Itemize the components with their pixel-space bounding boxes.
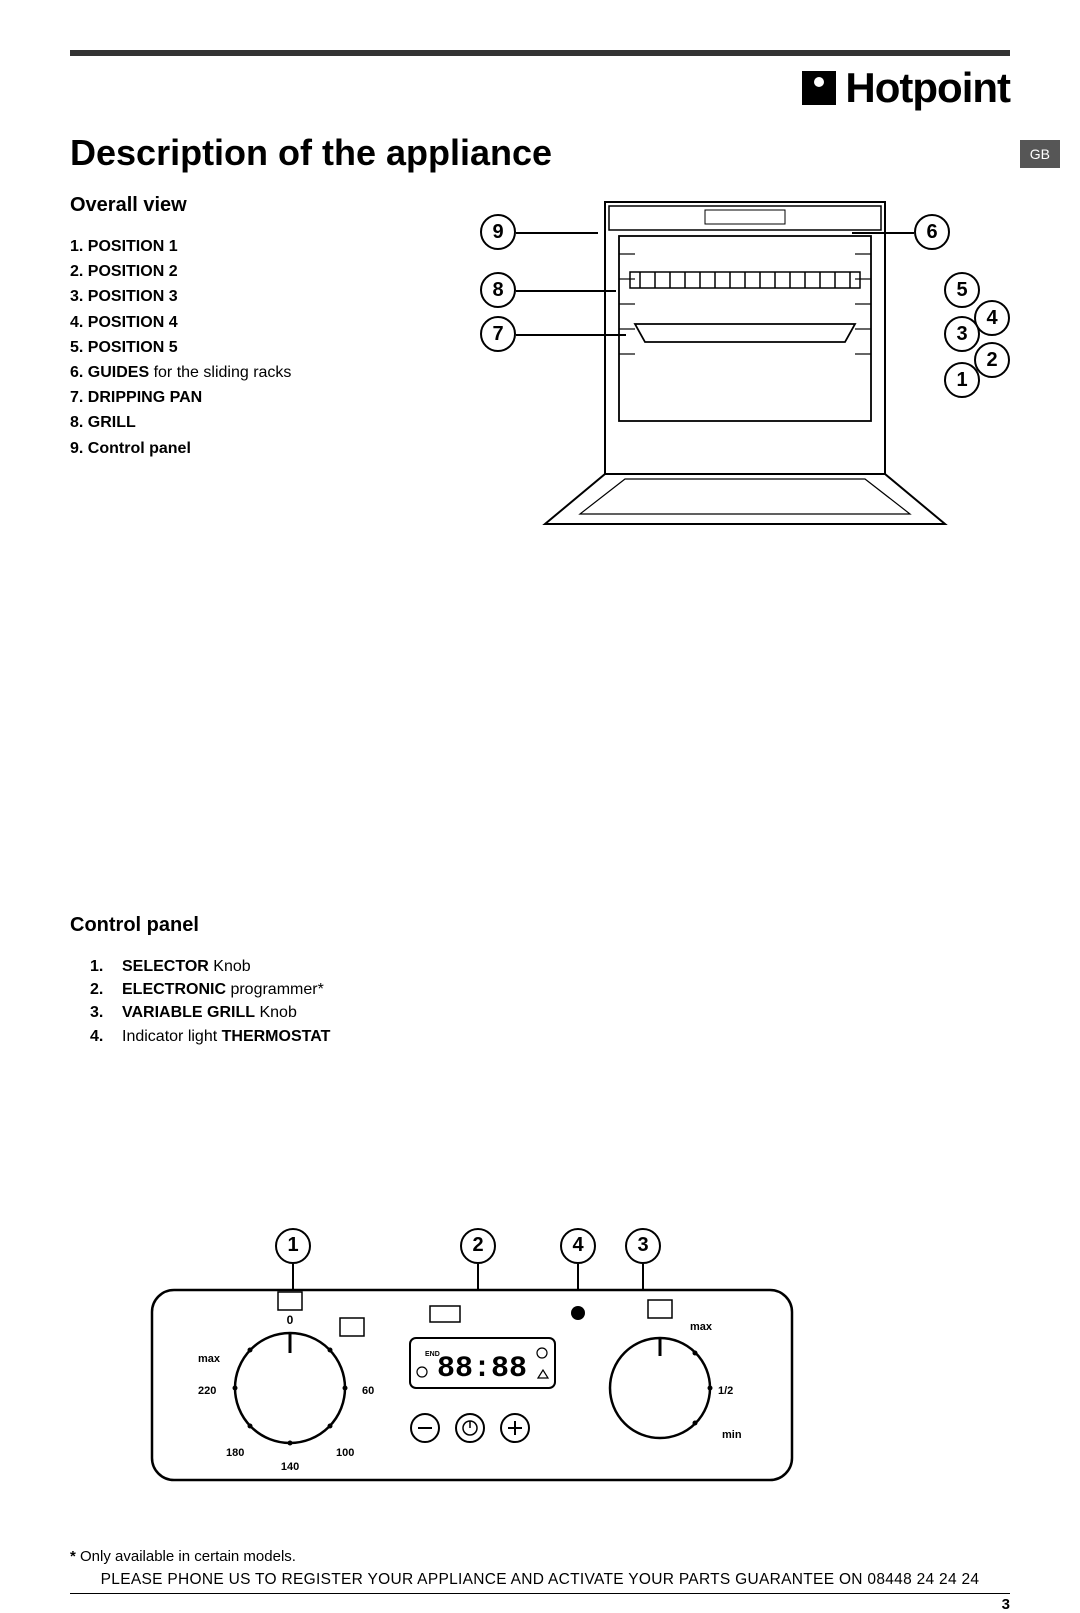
list-item: 2.ELECTRONIC programmer*	[90, 978, 1010, 1001]
list-item: 8. GRILL	[70, 411, 450, 434]
svg-text:1/2: 1/2	[718, 1385, 733, 1397]
page-title: Description of the appliance	[70, 132, 1010, 174]
overall-view-row: Overall view 1. POSITION 12. POSITION 23…	[70, 194, 1010, 534]
list-item: 9. Control panel	[70, 437, 450, 460]
callout-8: 8	[480, 272, 516, 308]
cp-callout-4: 4	[560, 1228, 596, 1264]
svg-text:140: 140	[281, 1461, 299, 1473]
overall-view-text: Overall view 1. POSITION 12. POSITION 23…	[70, 194, 450, 534]
svg-text:max: max	[690, 1321, 713, 1333]
callout-7: 7	[480, 316, 516, 352]
callout-1: 1	[944, 362, 980, 398]
svg-text:max: max	[198, 1353, 221, 1365]
callout-2: 2	[974, 342, 1010, 378]
list-item: 3. POSITION 3	[70, 285, 450, 308]
callout-9: 9	[480, 214, 516, 250]
overall-view-title: Overall view	[70, 194, 450, 217]
list-item: 1.SELECTOR Knob	[90, 955, 1010, 978]
brand-logo: Hotpoint	[801, 64, 1010, 112]
control-panel-section: Control panel 1.SELECTOR Knob2.ELECTRONI…	[70, 914, 1010, 1589]
control-panel-diagram: 1 2 4 3 0 60 100 140 180	[70, 1228, 1010, 1508]
list-item: 7. DRIPPING PAN	[70, 386, 450, 409]
footnote-text: Only available in certain models.	[76, 1548, 296, 1565]
svg-text:220: 220	[198, 1385, 216, 1397]
svg-text:100: 100	[336, 1447, 354, 1459]
oven-diagram: 9 8 7 6 5 4 3 2 1	[480, 194, 1010, 534]
svg-text:180: 180	[226, 1447, 244, 1459]
brand-row: Hotpoint	[70, 64, 1010, 112]
list-item: 2. POSITION 2	[70, 260, 450, 283]
callout-line	[516, 290, 616, 292]
overall-view-list: 1. POSITION 12. POSITION 23. POSITION 3 4…	[70, 235, 450, 460]
callout-line	[852, 232, 914, 234]
footer-text: PLEASE PHONE US TO REGISTER YOUR APPLIAN…	[70, 1571, 1010, 1589]
footnote: * Only available in certain models.	[70, 1548, 1010, 1565]
brand-icon	[801, 70, 837, 106]
brand-name: Hotpoint	[845, 64, 1010, 112]
callout-6: 6	[914, 214, 950, 250]
list-item: 4.Indicator light THERMOSTAT	[90, 1025, 1010, 1048]
page-content: Hotpoint GB Description of the appliance…	[70, 50, 1010, 1589]
callout-3: 3	[944, 316, 980, 352]
cp-callout-2: 2	[460, 1228, 496, 1264]
cp-callout-1: 1	[275, 1228, 311, 1264]
list-item: 1. POSITION 1	[70, 235, 450, 258]
control-panel-title: Control panel	[70, 914, 1010, 937]
callout-5: 5	[944, 272, 980, 308]
svg-text:60: 60	[362, 1385, 374, 1397]
list-item: 3.VARIABLE GRILL Knob	[90, 1001, 1010, 1024]
page-number: 3	[70, 1593, 1010, 1613]
list-item: 4. POSITION 4	[70, 311, 450, 334]
svg-text:0: 0	[287, 1313, 294, 1327]
list-item: 5. POSITION 5	[70, 336, 450, 359]
callout-line	[516, 232, 598, 234]
svg-text:min: min	[722, 1429, 742, 1441]
list-item: 6. GUIDES for the sliding racks	[70, 361, 450, 384]
svg-text:END: END	[425, 1351, 440, 1358]
top-rule	[70, 50, 1010, 56]
control-panel-list: 1.SELECTOR Knob2.ELECTRONIC programmer*3…	[70, 955, 1010, 1048]
control-panel-svg: 0 60 100 140 180 220 max	[150, 1288, 930, 1508]
callout-line	[516, 334, 626, 336]
language-tag: GB	[1020, 140, 1060, 168]
svg-text:88:88: 88:88	[437, 1352, 527, 1386]
cp-callout-3: 3	[625, 1228, 661, 1264]
